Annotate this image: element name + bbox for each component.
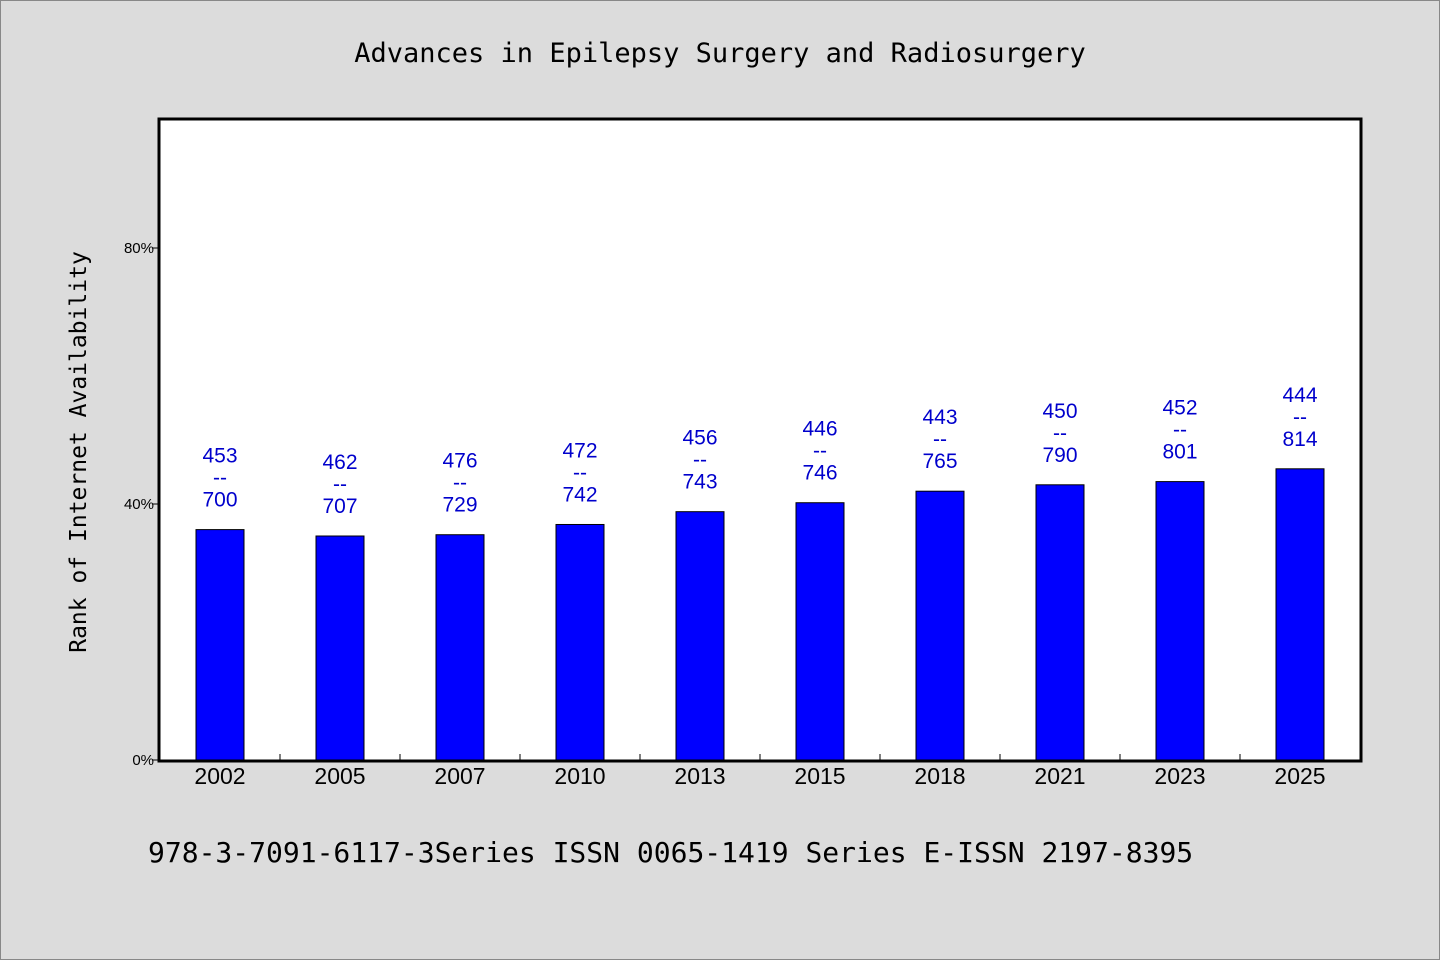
bars-group [195, 468, 1325, 761]
x-tick-label: 2007 [434, 763, 485, 789]
bar-label-top: 462 [322, 451, 357, 474]
bar-2002 [195, 529, 245, 761]
bar-label-bottom: 746 [802, 462, 837, 485]
footer-issn-text: 978-3-7091-6117-3Series ISSN 0065-1419 S… [148, 836, 1193, 869]
x-tick-label: 2015 [794, 763, 845, 789]
bar-label-separator: -- [813, 440, 827, 463]
bar-2007 [435, 534, 485, 761]
bar-label-separator: -- [333, 473, 347, 496]
y-tick-label: 0% [132, 752, 154, 769]
bar-label-top: 443 [922, 406, 957, 429]
bar-label-separator: -- [573, 461, 587, 484]
bar-label-bottom: 814 [1282, 428, 1317, 451]
x-tick-label: 2013 [674, 763, 725, 789]
bar-label-bottom: 707 [322, 495, 357, 518]
bar-2025 [1275, 468, 1325, 761]
x-tick-label: 2002 [194, 763, 245, 789]
bar-label-top: 452 [1162, 397, 1197, 420]
bar-label-separator: -- [1293, 406, 1307, 429]
x-tick-label: 2005 [314, 763, 365, 789]
bar-label-top: 453 [202, 445, 237, 468]
bar-2010 [555, 523, 605, 761]
bar-2013 [675, 511, 725, 761]
bar-label-separator: -- [933, 428, 947, 451]
y-axis: 0% 40% 80% [124, 240, 160, 769]
bar-label-bottom: 700 [202, 489, 237, 512]
bar-label-top: 446 [802, 418, 837, 441]
bar-2021 [1035, 484, 1085, 761]
bar-2018 [915, 490, 965, 761]
x-tick-label: 2023 [1154, 763, 1205, 789]
chart-title: Advances in Epilepsy Surgery and Radiosu… [354, 38, 1086, 69]
bar-label-bottom: 729 [442, 494, 477, 517]
bar-label-top: 476 [442, 450, 477, 473]
bar-label-bottom: 790 [1042, 444, 1077, 467]
bar-label-bottom: 765 [922, 450, 957, 473]
bar-label-bottom: 743 [682, 471, 717, 494]
x-axis: 2002 2005 2007 2010 2013 2015 2018 2021 2023 2025 [194, 754, 1326, 789]
bar-label-bottom: 801 [1162, 441, 1197, 464]
x-tick-label: 2018 [914, 763, 965, 789]
x-tick-label: 2010 [554, 763, 605, 789]
bar-label-top: 444 [1282, 384, 1317, 407]
bar-label-top: 472 [562, 439, 597, 462]
bar-label-bottom: 742 [562, 483, 597, 506]
bar-label-separator: -- [213, 467, 227, 490]
bar-label-top: 456 [682, 427, 717, 450]
x-tick-label: 2021 [1034, 763, 1085, 789]
bar-2015 [795, 502, 845, 761]
x-tick-label: 2025 [1274, 763, 1325, 789]
bar-label-separator: -- [1053, 422, 1067, 445]
y-axis-label: Rank of Internet Availability [66, 251, 92, 653]
bar-labels-group: 453--700462--707476--729472--742456--743… [202, 384, 1317, 518]
bar-label-separator: -- [453, 472, 467, 495]
bar-label-top: 450 [1042, 400, 1077, 423]
bar-2005 [315, 535, 365, 761]
y-tick-label: 80% [124, 240, 154, 257]
bar-label-separator: -- [1173, 419, 1187, 442]
bar-label-separator: -- [693, 449, 707, 472]
bar-2023 [1155, 481, 1205, 761]
y-tick-label: 40% [124, 496, 154, 513]
